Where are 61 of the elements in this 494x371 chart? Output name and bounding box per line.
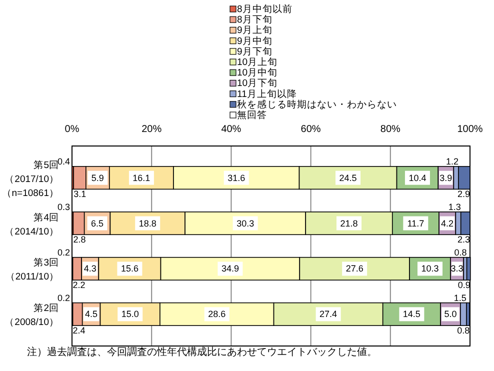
data-label: 4.3 — [84, 264, 96, 274]
legend-label: 8月下旬 — [237, 14, 272, 26]
data-label: 15.0 — [121, 309, 139, 320]
legend-label: 秋を感じる時期はない・わからない — [237, 98, 397, 110]
data-label: 2.8 — [73, 234, 86, 245]
data-label: 6.5 — [91, 218, 104, 228]
data-label: 2.2 — [72, 280, 86, 290]
data-label: 14.5 — [402, 309, 420, 320]
data-label: 2.9 — [457, 189, 470, 200]
data-label: 15.6 — [120, 264, 138, 274]
data-label: 2.4 — [72, 326, 86, 336]
data-label: 1.2 — [446, 156, 458, 166]
data-label: 5.9 — [91, 172, 104, 183]
legend-label: 8月中旬以前 — [237, 3, 292, 15]
data-label: 10.4 — [408, 172, 426, 183]
data-label: 34.9 — [221, 264, 239, 274]
data-label: 2.3 — [457, 234, 470, 245]
y-tick-label: 第5回（2017/10）（n=10861） — [2, 158, 59, 199]
data-label: 0.3 — [57, 202, 70, 212]
legend-label: 10月中旬 — [237, 66, 278, 79]
y-tick-label: 第3回（2011/10） — [5, 256, 59, 283]
data-label: 21.8 — [340, 218, 358, 228]
legend-label: 10月上旬 — [237, 56, 278, 68]
data-label: 3.1 — [74, 189, 86, 200]
data-label: 27.4 — [320, 309, 338, 320]
data-label: 4.2 — [441, 218, 454, 228]
data-label: 1.5 — [454, 292, 466, 303]
y-tick-label: 第2回（2008/10） — [4, 302, 59, 328]
data-label: 5.0 — [444, 309, 457, 320]
x-tick-label: 20% — [142, 124, 162, 135]
data-label: 31.6 — [228, 172, 246, 183]
data-label: 30.3 — [236, 218, 254, 228]
legend-label: 11月上旬以降 — [237, 88, 297, 100]
x-tick-label: 60% — [300, 124, 321, 135]
data-label: 16.1 — [132, 172, 150, 183]
legend-label: 9月上旬 — [237, 24, 272, 36]
y-tick-label: 第4回（2014/10） — [4, 211, 59, 238]
data-label: 24.5 — [339, 172, 357, 183]
legend-label: 9月下旬 — [237, 45, 272, 58]
data-label: 10.3 — [421, 264, 439, 274]
data-label: 0.2 — [57, 247, 70, 258]
x-tick-label: 40% — [221, 124, 242, 135]
x-tick-label: 100% — [457, 124, 483, 135]
data-label: 0.8 — [457, 326, 470, 336]
data-label: 3.3 — [450, 264, 464, 274]
data-label: 0.4 — [57, 156, 70, 166]
data-label: 0.2 — [57, 292, 70, 303]
data-label: 27.6 — [346, 264, 364, 274]
data-label: 11.7 — [407, 218, 424, 228]
data-label: 3.9 — [440, 172, 452, 183]
data-label: 28.6 — [208, 309, 226, 320]
x-tick-label: 80% — [380, 124, 401, 135]
data-label: 18.8 — [138, 218, 156, 228]
legend-label: 10月下旬 — [237, 77, 278, 90]
legend-label: 無回答 — [237, 109, 267, 121]
text: 注）過去調査は、今回調査の性年代構成比にあわせてウエイトバックした値。 — [27, 346, 377, 358]
x-tick-label: 0% — [64, 124, 80, 135]
data-label: 4.5 — [85, 309, 98, 320]
data-label: 0.8 — [454, 247, 467, 258]
data-label: 1.3 — [448, 202, 461, 212]
legend-label: 9月中旬 — [237, 34, 272, 47]
